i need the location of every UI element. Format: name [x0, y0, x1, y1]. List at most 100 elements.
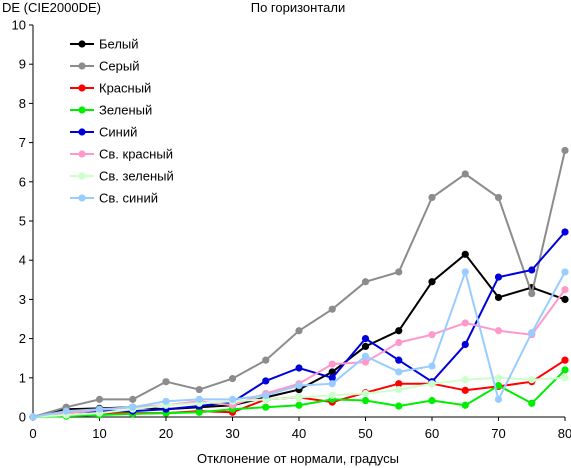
- data-point: [361, 335, 370, 343]
- data-point: [561, 374, 569, 382]
- x-tick-label: 50: [358, 426, 372, 441]
- data-point: [129, 395, 137, 403]
- legend-marker: [78, 172, 86, 180]
- data-point: [561, 366, 569, 374]
- legend-label: Св. зеленый: [99, 169, 174, 184]
- legend-label: Зеленый: [99, 103, 152, 118]
- legend-entry: Св. зеленый: [70, 169, 174, 184]
- legend-label: Св. синий: [99, 191, 158, 206]
- data-point: [361, 358, 370, 366]
- y-tick-label: 10: [12, 18, 26, 33]
- data-point: [395, 356, 403, 364]
- y-tick-label: 2: [19, 331, 26, 346]
- data-point: [295, 382, 303, 390]
- data-point: [428, 193, 436, 202]
- y-tick-label: 4: [19, 253, 26, 268]
- data-point: [361, 278, 370, 286]
- data-point: [162, 397, 170, 405]
- data-point: [395, 368, 403, 376]
- data-point: [428, 362, 436, 370]
- data-point: [561, 228, 569, 236]
- data-point: [561, 268, 569, 276]
- data-point: [295, 364, 303, 372]
- x-tick-label: 10: [92, 426, 106, 441]
- legend-marker: [78, 40, 86, 48]
- data-point: [162, 378, 170, 386]
- data-point: [494, 273, 503, 281]
- data-point: [262, 403, 270, 411]
- chart-title: По горизонтали: [251, 0, 345, 15]
- y-tick-label: 5: [19, 214, 26, 229]
- y-tick-label: 7: [19, 135, 26, 150]
- data-point: [428, 396, 436, 405]
- legend: Белый Серый Красный Зеленый Синий Св. красный…: [70, 37, 174, 206]
- data-point: [361, 342, 370, 351]
- data-point: [228, 374, 237, 383]
- legend-entry: Св. красный: [70, 147, 173, 162]
- data-point: [561, 295, 569, 303]
- data-point: [395, 385, 403, 394]
- data-point: [328, 380, 336, 388]
- data-point: [461, 170, 469, 178]
- data-point: [262, 356, 270, 364]
- data-point: [428, 331, 436, 339]
- series-Св. синий: [29, 268, 569, 421]
- legend-marker: [78, 106, 86, 114]
- data-point: [195, 385, 203, 394]
- data-point: [361, 396, 370, 405]
- data-point: [295, 327, 303, 335]
- legend-label: Синий: [99, 125, 137, 140]
- legend-marker: [78, 150, 86, 158]
- legend-entry: Серый: [70, 59, 139, 74]
- data-point: [361, 389, 370, 398]
- data-point: [461, 340, 469, 349]
- legend-entry: Св. синий: [70, 191, 158, 206]
- legend-entry: Белый: [70, 37, 139, 52]
- data-point: [328, 368, 336, 376]
- data-point: [428, 278, 436, 286]
- data-point: [95, 405, 104, 413]
- data-point: [262, 377, 270, 385]
- x-tick-label: 20: [159, 426, 173, 441]
- data-point: [494, 327, 503, 335]
- x-tick-label: 30: [225, 426, 239, 441]
- x-tick-label: 60: [425, 426, 439, 441]
- data-point: [461, 250, 469, 258]
- legend-label: Св. красный: [99, 147, 173, 162]
- y-tick-label: 8: [19, 96, 26, 111]
- data-point: [129, 403, 137, 411]
- data-point: [428, 380, 436, 388]
- data-point: [395, 268, 403, 276]
- data-point: [29, 413, 37, 421]
- x-tick-label: 40: [292, 426, 306, 441]
- data-point: [461, 401, 469, 409]
- legend-marker: [78, 84, 86, 92]
- x-tick-label: 80: [558, 426, 571, 441]
- data-point: [461, 319, 469, 327]
- data-point: [561, 356, 569, 364]
- y-tick-label: 0: [19, 410, 26, 425]
- data-point: [328, 305, 336, 313]
- legend-entry: Синий: [70, 125, 137, 140]
- x-tick-label: 0: [29, 426, 36, 441]
- y-axis-label: DE (CIE2000DE): [2, 0, 101, 15]
- data-point: [395, 327, 403, 335]
- data-point: [461, 386, 469, 394]
- legend-marker: [78, 128, 86, 136]
- data-point: [262, 391, 270, 400]
- data-point: [528, 329, 536, 337]
- data-point: [295, 393, 303, 401]
- data-point: [561, 146, 569, 155]
- legend-label: Белый: [99, 37, 139, 52]
- x-tick-label: 70: [491, 426, 505, 441]
- data-point: [95, 395, 104, 403]
- data-point: [461, 376, 469, 384]
- data-point: [528, 266, 536, 274]
- data-point: [195, 395, 203, 403]
- data-point: [328, 391, 336, 400]
- legend-entry: Зеленый: [70, 103, 152, 118]
- data-point: [494, 382, 503, 390]
- y-tick-label: 1: [19, 370, 26, 385]
- y-tick-label: 3: [19, 292, 26, 307]
- data-point: [395, 380, 403, 388]
